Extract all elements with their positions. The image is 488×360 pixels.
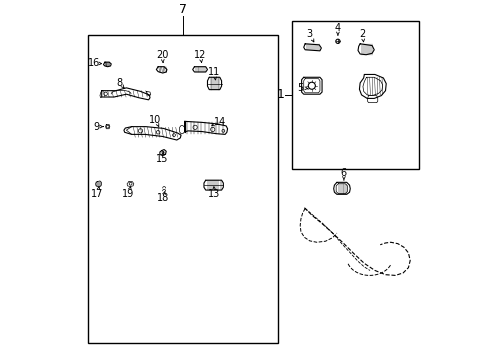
Bar <box>291 21 418 169</box>
Text: 10: 10 <box>149 114 161 125</box>
Bar <box>87 35 277 343</box>
Text: 18: 18 <box>156 193 168 203</box>
Text: 5: 5 <box>297 83 303 93</box>
Text: 4: 4 <box>334 23 340 33</box>
Text: 7: 7 <box>179 3 186 15</box>
Text: 11: 11 <box>208 67 220 77</box>
Text: 1: 1 <box>276 89 284 102</box>
Text: 13: 13 <box>208 189 220 199</box>
Text: 17: 17 <box>91 189 103 199</box>
Text: 6: 6 <box>340 168 346 178</box>
Text: 8: 8 <box>116 77 122 87</box>
Text: 12: 12 <box>194 50 206 60</box>
Text: 9: 9 <box>93 122 99 132</box>
Text: 2: 2 <box>359 29 365 39</box>
Text: 14: 14 <box>213 117 225 127</box>
Text: 20: 20 <box>156 50 168 60</box>
Text: 19: 19 <box>122 189 134 199</box>
Text: 3: 3 <box>306 29 312 39</box>
Text: 15: 15 <box>156 154 168 164</box>
Text: 16: 16 <box>88 58 100 68</box>
